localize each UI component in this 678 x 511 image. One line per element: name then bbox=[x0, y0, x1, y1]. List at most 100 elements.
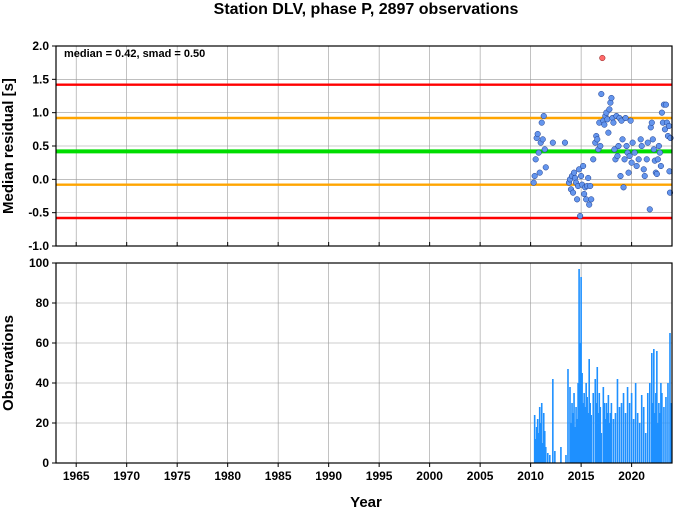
residual-point bbox=[628, 159, 635, 166]
observation-bar bbox=[603, 403, 606, 463]
top-y-tick-label: 1.0 bbox=[32, 106, 49, 120]
residual-point bbox=[536, 169, 543, 176]
residual-point bbox=[637, 136, 644, 143]
observation-bar bbox=[634, 383, 637, 463]
residual-point bbox=[583, 196, 590, 203]
observation-bar bbox=[570, 423, 572, 463]
top-y-tick-label: 0.5 bbox=[32, 139, 49, 153]
bottom-panel-frame bbox=[55, 262, 673, 464]
observation-bar bbox=[598, 393, 601, 463]
residual-point bbox=[620, 184, 627, 191]
residual-point bbox=[534, 130, 541, 138]
residual-point bbox=[638, 142, 645, 150]
top-y-tick-label: -0.5 bbox=[28, 206, 49, 220]
bottom-y-tick-label: 60 bbox=[36, 336, 50, 350]
residual-point bbox=[561, 139, 569, 146]
observation-bar bbox=[567, 369, 569, 463]
observation-bar bbox=[669, 333, 671, 463]
top-y-tick-label: 0.0 bbox=[32, 172, 49, 186]
residual-point bbox=[619, 136, 626, 143]
observation-bar bbox=[575, 407, 577, 463]
residual-point bbox=[530, 179, 537, 186]
observation-bar bbox=[569, 387, 571, 463]
observation-bar bbox=[535, 427, 538, 463]
residual-point bbox=[576, 166, 583, 173]
residual-point bbox=[604, 116, 611, 123]
residual-point bbox=[606, 106, 613, 113]
residual-point bbox=[614, 152, 621, 160]
residual-point bbox=[610, 119, 617, 126]
residual-point bbox=[590, 156, 597, 163]
bottom-bars bbox=[533, 269, 672, 463]
bottom-y-tick-label: 80 bbox=[36, 296, 50, 310]
observation-bar bbox=[612, 419, 615, 463]
residual-point bbox=[621, 156, 628, 163]
observation-bar bbox=[624, 413, 627, 463]
observation-bar bbox=[608, 423, 611, 463]
residual-point bbox=[650, 146, 657, 153]
bottom-y-tick-label: 40 bbox=[36, 376, 50, 390]
observation-bar bbox=[646, 393, 649, 463]
residual-point bbox=[666, 189, 674, 196]
observation-bar bbox=[538, 407, 541, 463]
observation-bar bbox=[626, 387, 629, 463]
observation-bar bbox=[543, 431, 546, 463]
observation-bar bbox=[614, 413, 617, 463]
residual-point bbox=[585, 174, 592, 182]
residual-point bbox=[608, 94, 615, 102]
residual-point bbox=[611, 146, 618, 153]
residual-point bbox=[538, 119, 545, 126]
residual-point bbox=[644, 139, 651, 146]
residual-point bbox=[625, 169, 632, 176]
x-tick-label: 2015 bbox=[568, 469, 595, 483]
observation-bar bbox=[586, 397, 588, 463]
residual-point bbox=[532, 156, 539, 163]
observation-bar bbox=[655, 393, 657, 463]
residual-point bbox=[542, 164, 549, 171]
observation-bar bbox=[602, 387, 605, 463]
observation-bar bbox=[572, 413, 574, 463]
x-tick-label: 1980 bbox=[214, 469, 241, 483]
residual-point bbox=[654, 156, 661, 163]
observation-bar bbox=[654, 413, 656, 463]
observation-bar bbox=[539, 423, 542, 463]
top-y-tick-label: 2.0 bbox=[32, 39, 49, 53]
residual-point bbox=[570, 169, 578, 176]
observation-bar bbox=[595, 403, 598, 463]
residual-point bbox=[662, 101, 669, 108]
residual-point bbox=[657, 162, 664, 170]
observation-bar bbox=[632, 419, 635, 463]
x-tick-label: 1995 bbox=[366, 469, 393, 483]
observation-bar bbox=[580, 277, 582, 463]
residual-point bbox=[635, 156, 642, 163]
x-tick-label: 2000 bbox=[416, 469, 443, 483]
observation-bar bbox=[609, 413, 612, 463]
observation-bar bbox=[599, 407, 602, 463]
residual-point bbox=[649, 136, 656, 143]
observation-bar bbox=[600, 433, 603, 463]
observation-bar bbox=[640, 395, 643, 463]
observation-bar bbox=[574, 427, 576, 463]
x-tick-label: 1970 bbox=[113, 469, 140, 483]
residual-point bbox=[541, 146, 548, 153]
top-y-axis-label: Median residual [s] bbox=[0, 78, 17, 214]
bottom-y-tick-label: 20 bbox=[36, 416, 50, 430]
observation-bar bbox=[579, 343, 581, 463]
observation-bar bbox=[534, 439, 537, 463]
bottom-y-axis-label: Observations bbox=[0, 315, 17, 411]
observation-bar bbox=[583, 393, 585, 463]
residual-point bbox=[640, 166, 647, 173]
residual-point bbox=[627, 117, 634, 124]
residual-point bbox=[648, 119, 655, 126]
observation-bar bbox=[657, 423, 659, 463]
residual-point bbox=[586, 201, 593, 208]
x-tick-label: 2010 bbox=[517, 469, 544, 483]
observation-bar bbox=[605, 403, 608, 463]
observation-bar bbox=[565, 455, 567, 463]
residual-point bbox=[588, 196, 595, 203]
residual-point bbox=[587, 182, 594, 190]
residual-point bbox=[656, 149, 663, 156]
observation-bar bbox=[540, 403, 543, 463]
observation-bar bbox=[549, 455, 551, 463]
observation-bar bbox=[585, 383, 587, 463]
